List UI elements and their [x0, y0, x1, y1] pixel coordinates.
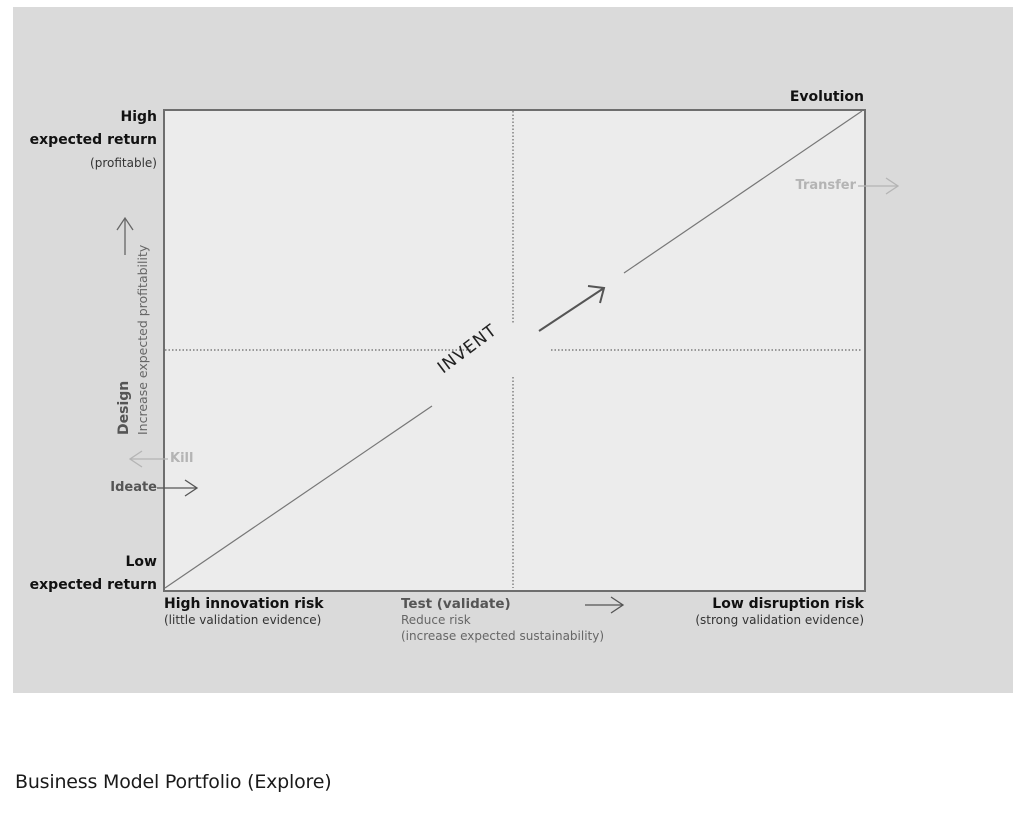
- x-right-title: Low disruption risk: [712, 596, 864, 612]
- y-top-note: (profitable): [90, 156, 157, 170]
- y-bottom-subtitle: expected return: [29, 577, 157, 593]
- y-bottom-title: Low: [125, 554, 157, 570]
- x-left-title: High innovation risk: [164, 596, 324, 612]
- kill-label: Kill: [170, 451, 194, 466]
- x-middle-line1: Reduce risk: [401, 613, 471, 627]
- portfolio-chart-area: [163, 109, 866, 592]
- transfer-label: Transfer: [795, 178, 857, 193]
- x-right-note: (strong validation evidence): [695, 613, 864, 627]
- design-axis-label: Design: [113, 381, 132, 435]
- design-sub-label: Increase expected profitability: [135, 244, 150, 435]
- y-top-subtitle: expected return: [29, 132, 157, 148]
- evolution-label: Evolution: [789, 89, 864, 105]
- ideate-label: Ideate: [110, 480, 157, 495]
- figure-caption: Business Model Portfolio (Explore): [15, 771, 332, 793]
- y-top-title: High: [120, 109, 157, 125]
- x-middle-line2: (increase expected sustainability): [401, 629, 605, 643]
- design-label: Design: [116, 380, 132, 435]
- x-left-note: (little validation evidence): [164, 613, 322, 627]
- x-middle-title: Test (validate): [401, 596, 511, 612]
- design-sub-label-wrap: Increase expected profitability: [132, 245, 151, 435]
